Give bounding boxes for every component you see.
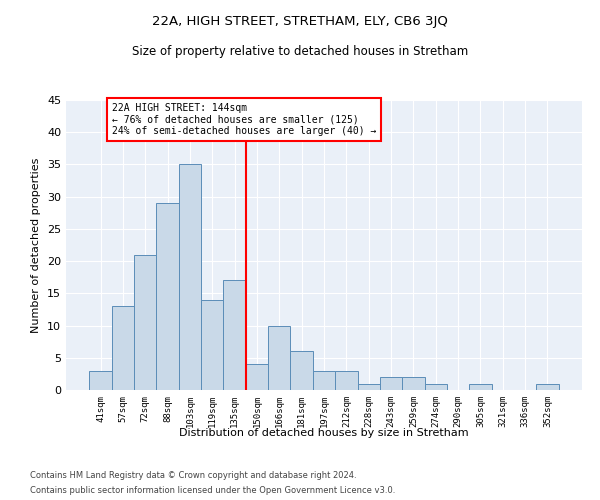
Text: Contains public sector information licensed under the Open Government Licence v3: Contains public sector information licen… [30, 486, 395, 495]
Bar [112, 306, 134, 390]
Bar [179, 164, 201, 390]
Bar [89, 370, 112, 390]
Bar [268, 326, 290, 390]
Text: 22A, HIGH STREET, STRETHAM, ELY, CB6 3JQ: 22A, HIGH STREET, STRETHAM, ELY, CB6 3JQ [152, 15, 448, 28]
Bar [157, 203, 179, 390]
Bar [246, 364, 268, 390]
Bar [201, 300, 223, 390]
Bar [380, 377, 402, 390]
Text: Distribution of detached houses by size in Stretham: Distribution of detached houses by size … [179, 428, 469, 438]
Bar [425, 384, 447, 390]
Bar [358, 384, 380, 390]
Text: 22A HIGH STREET: 144sqm
← 76% of detached houses are smaller (125)
24% of semi-d: 22A HIGH STREET: 144sqm ← 76% of detache… [112, 103, 376, 136]
Bar [536, 384, 559, 390]
Bar [402, 377, 425, 390]
Bar [223, 280, 246, 390]
Text: Size of property relative to detached houses in Stretham: Size of property relative to detached ho… [132, 45, 468, 58]
Y-axis label: Number of detached properties: Number of detached properties [31, 158, 41, 332]
Bar [290, 352, 313, 390]
Bar [469, 384, 491, 390]
Bar [134, 254, 157, 390]
Text: Contains HM Land Registry data © Crown copyright and database right 2024.: Contains HM Land Registry data © Crown c… [30, 471, 356, 480]
Bar [313, 370, 335, 390]
Bar [335, 370, 358, 390]
